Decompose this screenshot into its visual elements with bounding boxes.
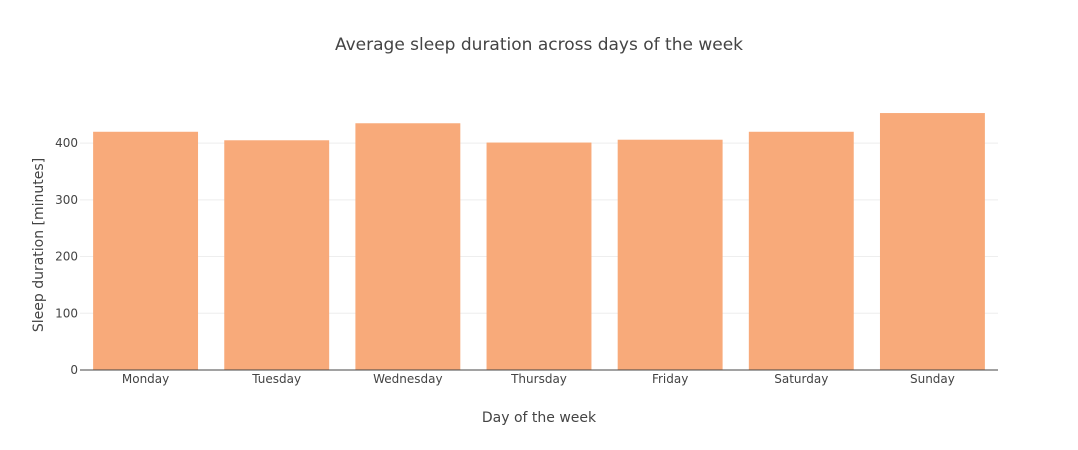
x-axis-title: Day of the week [482,410,597,426]
y-axis-title: Sleep duration [minutes] [31,158,47,332]
y-tick-label: 0 [70,363,78,377]
y-tick-label: 200 [55,250,78,264]
chart-title: Average sleep duration across days of th… [335,35,743,55]
bars [93,113,985,371]
x-tick-label: Monday [122,372,169,386]
bar-thursday[interactable] [486,142,592,370]
x-tick-label: Sunday [910,372,955,386]
bar-tuesday[interactable] [224,140,330,370]
bar-sunday[interactable] [879,113,985,371]
bar-saturday[interactable] [748,131,854,370]
bar-friday[interactable] [617,139,723,370]
y-tick-label: 400 [55,136,78,150]
x-tick-label: Saturday [774,372,828,386]
bar-monday[interactable] [93,131,199,370]
x-tick-label: Thursday [510,372,567,386]
x-axis-ticks: Monday Tuesday Wednesday Thursday Friday Satu… [122,372,955,386]
y-tick-label: 300 [55,193,78,207]
bar-wednesday[interactable] [355,123,461,370]
x-tick-label: Wednesday [373,372,442,386]
x-tick-label: Friday [652,372,688,386]
y-tick-label: 100 [55,306,78,320]
y-axis-ticks: 0 100 200 300 400 [55,136,78,377]
x-tick-label: Tuesday [251,372,301,386]
